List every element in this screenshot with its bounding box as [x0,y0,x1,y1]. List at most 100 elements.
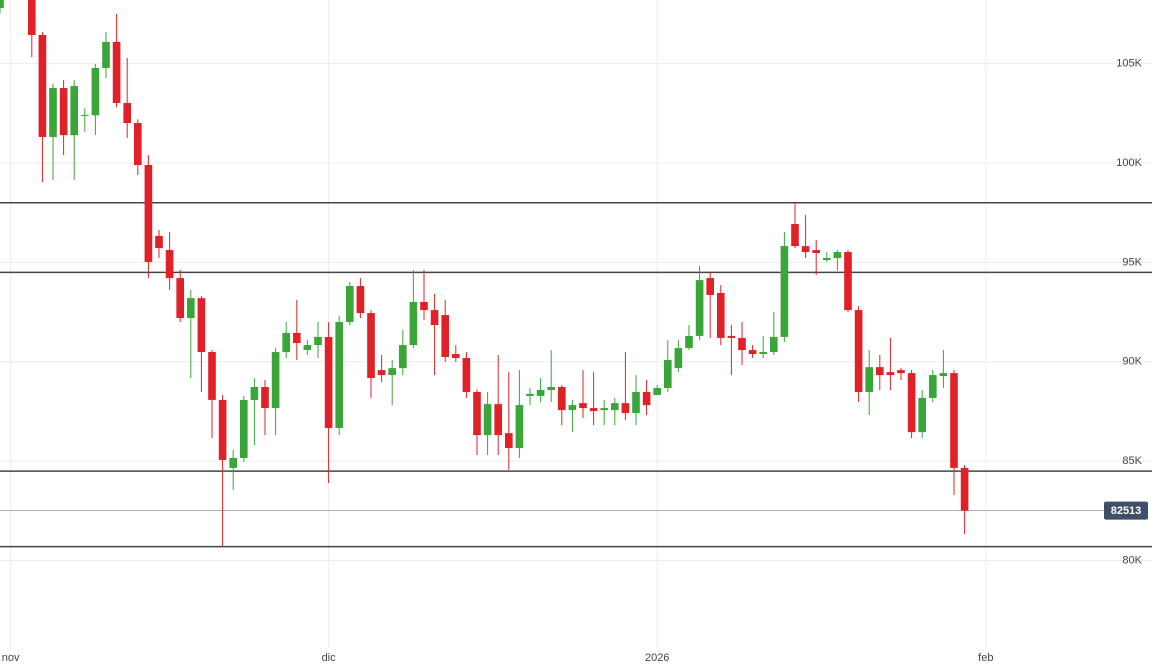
x-tick-label: feb [978,652,993,664]
candle-body [579,403,587,409]
candle-body [886,372,895,376]
candle-body [335,322,344,428]
candle-body [748,350,757,355]
candle-body [812,250,821,254]
candle-body [780,246,789,337]
candle-body [356,286,365,314]
candle-body [38,34,47,137]
candle-body [367,313,375,379]
candle-body [515,405,524,449]
label-layer: 80K 85K 90K 95K 100K 105K nov dic 2026 feb 82513 [2,58,1148,664]
candle-body [653,388,662,395]
candle-body [854,310,863,392]
candle-body [282,332,291,353]
candle-body [918,397,927,433]
candle-body [197,298,206,353]
level-layer [0,201,1152,548]
candle-body [441,315,450,357]
candle-body [939,373,948,377]
candle-body [536,389,545,396]
candle-body [610,403,619,411]
candle-body [49,88,57,137]
candle-body [250,387,259,400]
candle-body [59,88,68,136]
candle-body [663,359,672,389]
candle-body [928,375,937,398]
candle-body [526,393,534,396]
candle-body [759,352,768,355]
candle-body [801,246,810,253]
candle-body [176,278,185,319]
candle-body [494,404,503,436]
candle-body [547,387,556,390]
candle-body [409,301,418,346]
candle-body [642,391,651,406]
candle-body [833,252,842,259]
candle-body [674,348,683,369]
candle-body [568,405,577,411]
candle-body [451,354,460,358]
candle-body [632,391,640,414]
candle-body [80,114,89,116]
candle-body [791,224,799,247]
candle-body [377,370,386,376]
candle-body [621,403,630,414]
candle-body [685,335,693,349]
candle-body [706,278,715,295]
y-tick-label: 95K [1122,256,1142,268]
candle-body [462,357,471,392]
last-price-badge [1104,501,1148,520]
candle-body [261,387,269,409]
candle-body [473,391,481,436]
y-tick-label: 85K [1122,455,1142,467]
y-tick-label: 105K [1116,58,1142,70]
x-tick-label: dic [322,652,337,664]
x-tick-label: nov [2,652,20,664]
candle-body [897,370,905,374]
candle-body [239,399,248,458]
candle-body [324,336,333,428]
y-tick-label: 100K [1116,157,1142,169]
candle-body [960,467,969,511]
candle-body [314,336,322,346]
candle-layer [0,0,969,547]
candle-body [271,352,280,409]
candle-body [430,310,439,325]
candle-body [70,86,79,136]
candle-body [229,457,238,468]
candle-body [123,102,132,124]
candle-body [186,298,195,319]
candle-body [91,67,100,116]
candle-body [950,373,958,468]
candle-body [155,235,163,249]
grid-layer [0,0,1152,648]
candle-body [822,258,831,260]
candle-body [727,335,736,338]
candle-body [144,164,153,262]
candle-body [875,367,884,376]
candle-body [112,41,121,103]
y-tick-label: 90K [1122,356,1142,368]
candle-body [0,0,4,8]
candle-body [907,373,916,433]
last-price-label: 82513 [1111,505,1142,517]
x-tick-label: 2026 [645,652,669,664]
candle-body [600,408,609,411]
candle-body [292,332,301,344]
candle-body [589,408,598,412]
candle-body [865,367,874,392]
candle-body [303,345,312,351]
candle-body [420,301,428,311]
candle-body [165,250,174,279]
candle-body [716,292,725,338]
candle-body [769,336,778,353]
candle-body [102,41,110,68]
candle-body [695,280,704,336]
candle-body [738,337,746,351]
candle-body [27,0,36,35]
candle-body [483,404,492,436]
candle-body [557,387,566,411]
candle-body [133,123,142,165]
